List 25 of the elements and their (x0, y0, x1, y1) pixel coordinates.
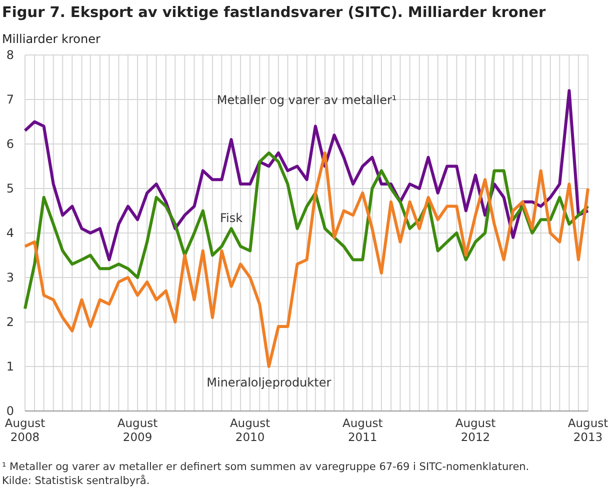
x-tick-label: August 2008 (4, 416, 46, 444)
text: Kilde: Statistisk sentralbyrå. (2, 474, 150, 487)
line-series (24, 89, 590, 262)
chart-title: Figur 7. Eksport av viktige fastlandsvarer (SITC). Milliarder kroner (2, 5, 546, 21)
y-tick-label: 4 (6, 226, 14, 240)
x-tick-label: August 2013 (568, 416, 609, 444)
y-tick-label: 2 (6, 315, 14, 329)
text: ¹ Metaller og varer av metaller er definert som summen av varegruppe 67-69 i SITC-nomenklaturen. (2, 461, 530, 473)
x-tick-label: August 2010 (230, 416, 271, 444)
y-axis-title: Milliarder kroner (2, 32, 100, 46)
x-tick-label: August 2012 (455, 416, 496, 444)
line-series (24, 151, 590, 368)
y-tick-label: 5 (6, 182, 14, 196)
line-series (24, 151, 590, 310)
y-tick-label: 1 (6, 360, 14, 374)
series-label: Fisk (220, 210, 243, 225)
x-tick-label: August 2011 (342, 416, 384, 444)
y-tick-label: 0 (6, 404, 14, 418)
y-tick-label: 3 (6, 270, 14, 284)
x-tick-label: August 2009 (117, 416, 158, 444)
y-tick-label: 7 (6, 92, 14, 106)
series-label: Mineraloljeprodukter (206, 376, 332, 390)
y-tick-label: 8 (6, 48, 14, 62)
text: Metaller og varer av metaller¹ (216, 92, 397, 107)
y-tick-label: 6 (6, 137, 14, 151)
